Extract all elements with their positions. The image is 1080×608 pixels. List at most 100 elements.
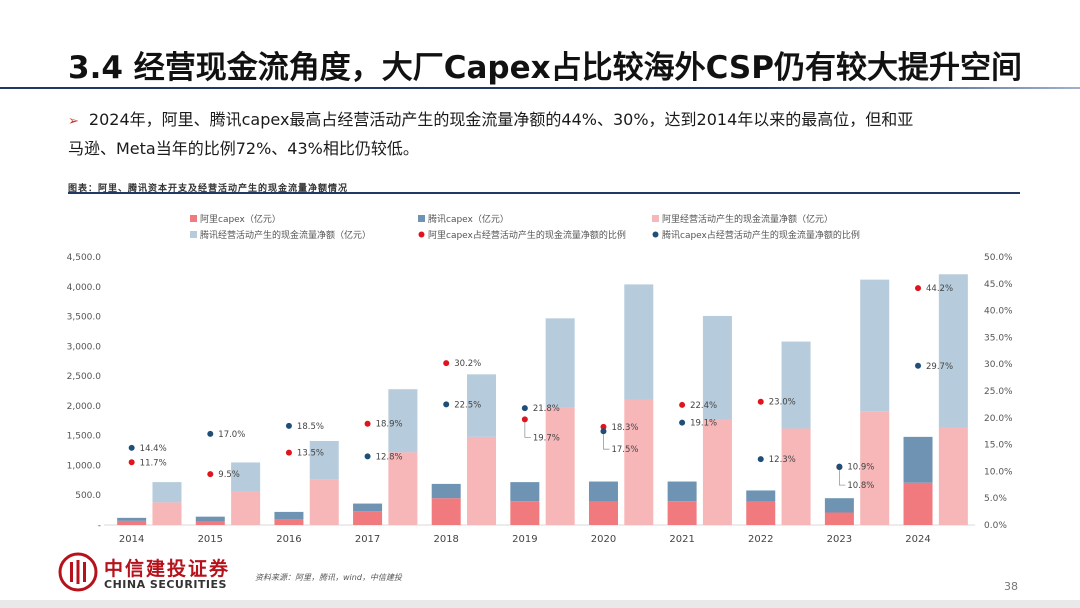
right-axis-tick-label: 30.0% [984,360,1013,370]
x-axis-tick-label: 2023 [827,534,852,545]
ali-ratio-point [521,416,528,423]
bullet-line-2: 马逊、Meta当年的比例72%、43%相比仍较低。 [68,139,419,158]
ali-ratio-label: 30.2% [454,359,481,369]
left-axis-tick-label: 3,000.0 [67,342,102,352]
logo-text-en: CHINA SECURITIES [104,578,227,591]
tencent-ratio-point [521,405,528,412]
tencent-ratio-point [207,430,214,437]
ali-capex-bar [274,519,304,525]
tencent-ocf-bar [152,482,182,503]
tencent-ocf-bar [702,315,732,419]
ali-ocf-bar [309,479,339,525]
ali-ocf-bar [938,427,968,525]
tencent-ratio-label: 18.5% [297,422,324,432]
ali-ratio-label: 22.4% [690,401,717,411]
ratio-leader-line [603,434,610,450]
left-axis-tick-label: 1,000.0 [67,461,102,471]
legend-label: 腾讯经营活动产生的现金流量净额（亿元） [200,229,371,241]
right-axis-tick-label: 35.0% [984,333,1013,343]
ali-ocf-bar [388,452,418,525]
ali-ratio-label: 19.7% [533,433,560,443]
legend-label: 腾讯capex占经营活动产生的现金流量净额的比例 [662,229,860,241]
ali-capex-bar [588,501,618,525]
tencent-ratio-label: 17.5% [611,445,638,455]
ali-ratio-label: 10.8% [847,481,874,491]
bullet-point: ➢ 2024年，阿里、腾讯capex最高占经营活动产生的现金流量净额的44%、30… [68,106,1018,162]
right-axis-tick-label: 25.0% [984,387,1013,397]
tencent-ratio-label: 29.7% [926,362,953,372]
right-axis-tick-label: 5.0% [984,494,1007,504]
figure-divider [68,192,1020,194]
x-axis-tick-label: 2019 [512,534,537,545]
ali-capex-bar [903,482,933,525]
left-axis-tick-label: 2,000.0 [67,402,102,412]
title-divider [0,87,1080,89]
tencent-ocf-bar [938,274,968,428]
ratio-leader-line [524,422,531,438]
tencent-ratio-label: 22.5% [454,400,481,410]
tencent-capex-bar [510,482,540,502]
logo-text-cn: 中信建投证券 [104,558,231,580]
left-axis-tick-label: 500.0 [75,491,101,501]
source-note: 资料来源：阿里，腾讯，wind，中信建投 [255,573,402,582]
x-axis-tick-label: 2015 [198,534,223,545]
right-axis-tick-label: 20.0% [984,414,1013,424]
right-axis-tick-label: 45.0% [984,280,1013,290]
left-axis-tick-label: 3,500.0 [67,313,102,323]
legend-label: 腾讯capex（亿元） [428,213,509,225]
tencent-ratio-label: 17.0% [218,430,245,440]
bullet-line-1: 2024年，阿里、腾讯capex最高占经营活动产生的现金流量净额的44%、30%… [88,110,914,129]
legend-swatch [190,231,197,238]
ali-ocf-bar [545,407,575,525]
ali-capex-bar [510,501,540,525]
tencent-ratio-point [915,362,922,369]
ali-ratio-label: 18.9% [376,420,403,430]
left-axis-tick-label: 4,000.0 [67,283,102,293]
ali-ratio-point [443,360,450,367]
ali-ocf-bar [781,428,811,525]
tencent-capex-bar [667,481,697,502]
tencent-capex-bar [431,483,461,499]
ali-ratio-point [364,420,371,427]
page-title: 3.4 经营现金流角度，大厂Capex占比较海外CSP仍有较大提升空间 [68,50,1022,86]
tencent-ratio-label: 19.1% [690,419,717,429]
tencent-capex-bar [195,516,225,522]
ali-ocf-bar [702,418,732,525]
left-axis-tick-label: - [98,521,101,531]
ali-capex-bar [117,520,147,525]
x-axis-tick-label: 2014 [119,534,144,545]
legend-label: 阿里capex占经营活动产生的现金流量净额的比例 [428,229,626,241]
legend-swatch [418,215,425,222]
legend-label: 阿里经营活动产生的现金流量净额（亿元） [662,213,833,225]
tencent-ratio-point [757,456,764,463]
ali-ocf-bar [231,491,261,525]
ali-ratio-label: 18.3% [611,423,638,433]
page-number: 38 [1004,580,1018,593]
x-axis-tick-label: 2020 [591,534,616,545]
x-axis-tick-label: 2017 [355,534,380,545]
legend-swatch [652,231,659,238]
legend-swatch [652,215,659,222]
bullet-arrow-icon: ➢ [68,114,79,129]
tencent-capex-bar [903,436,933,483]
ali-ratio-point [757,398,764,405]
tencent-ratio-point [128,444,135,451]
tencent-ocf-bar [624,284,654,400]
tencent-ocf-bar [231,462,261,492]
ali-capex-bar [431,498,461,525]
tencent-ratio-label: 12.3% [769,455,796,465]
ali-capex-bar [195,521,225,525]
ali-ratio-point [600,423,607,430]
ali-ratio-point [285,449,292,456]
tencent-ocf-bar [545,318,575,408]
ali-ocf-bar [152,502,182,525]
tencent-ratio-point [443,401,450,408]
left-axis-tick-label: 2,500.0 [67,372,102,382]
legend-swatch [418,231,425,238]
ali-ratio-point [207,471,214,478]
ali-ratio-label: 11.7% [140,458,167,468]
tencent-capex-bar [746,490,776,502]
ali-ratio-label: 44.2% [926,284,953,294]
right-axis-tick-label: 40.0% [984,307,1013,317]
tencent-ocf-bar [860,279,890,412]
